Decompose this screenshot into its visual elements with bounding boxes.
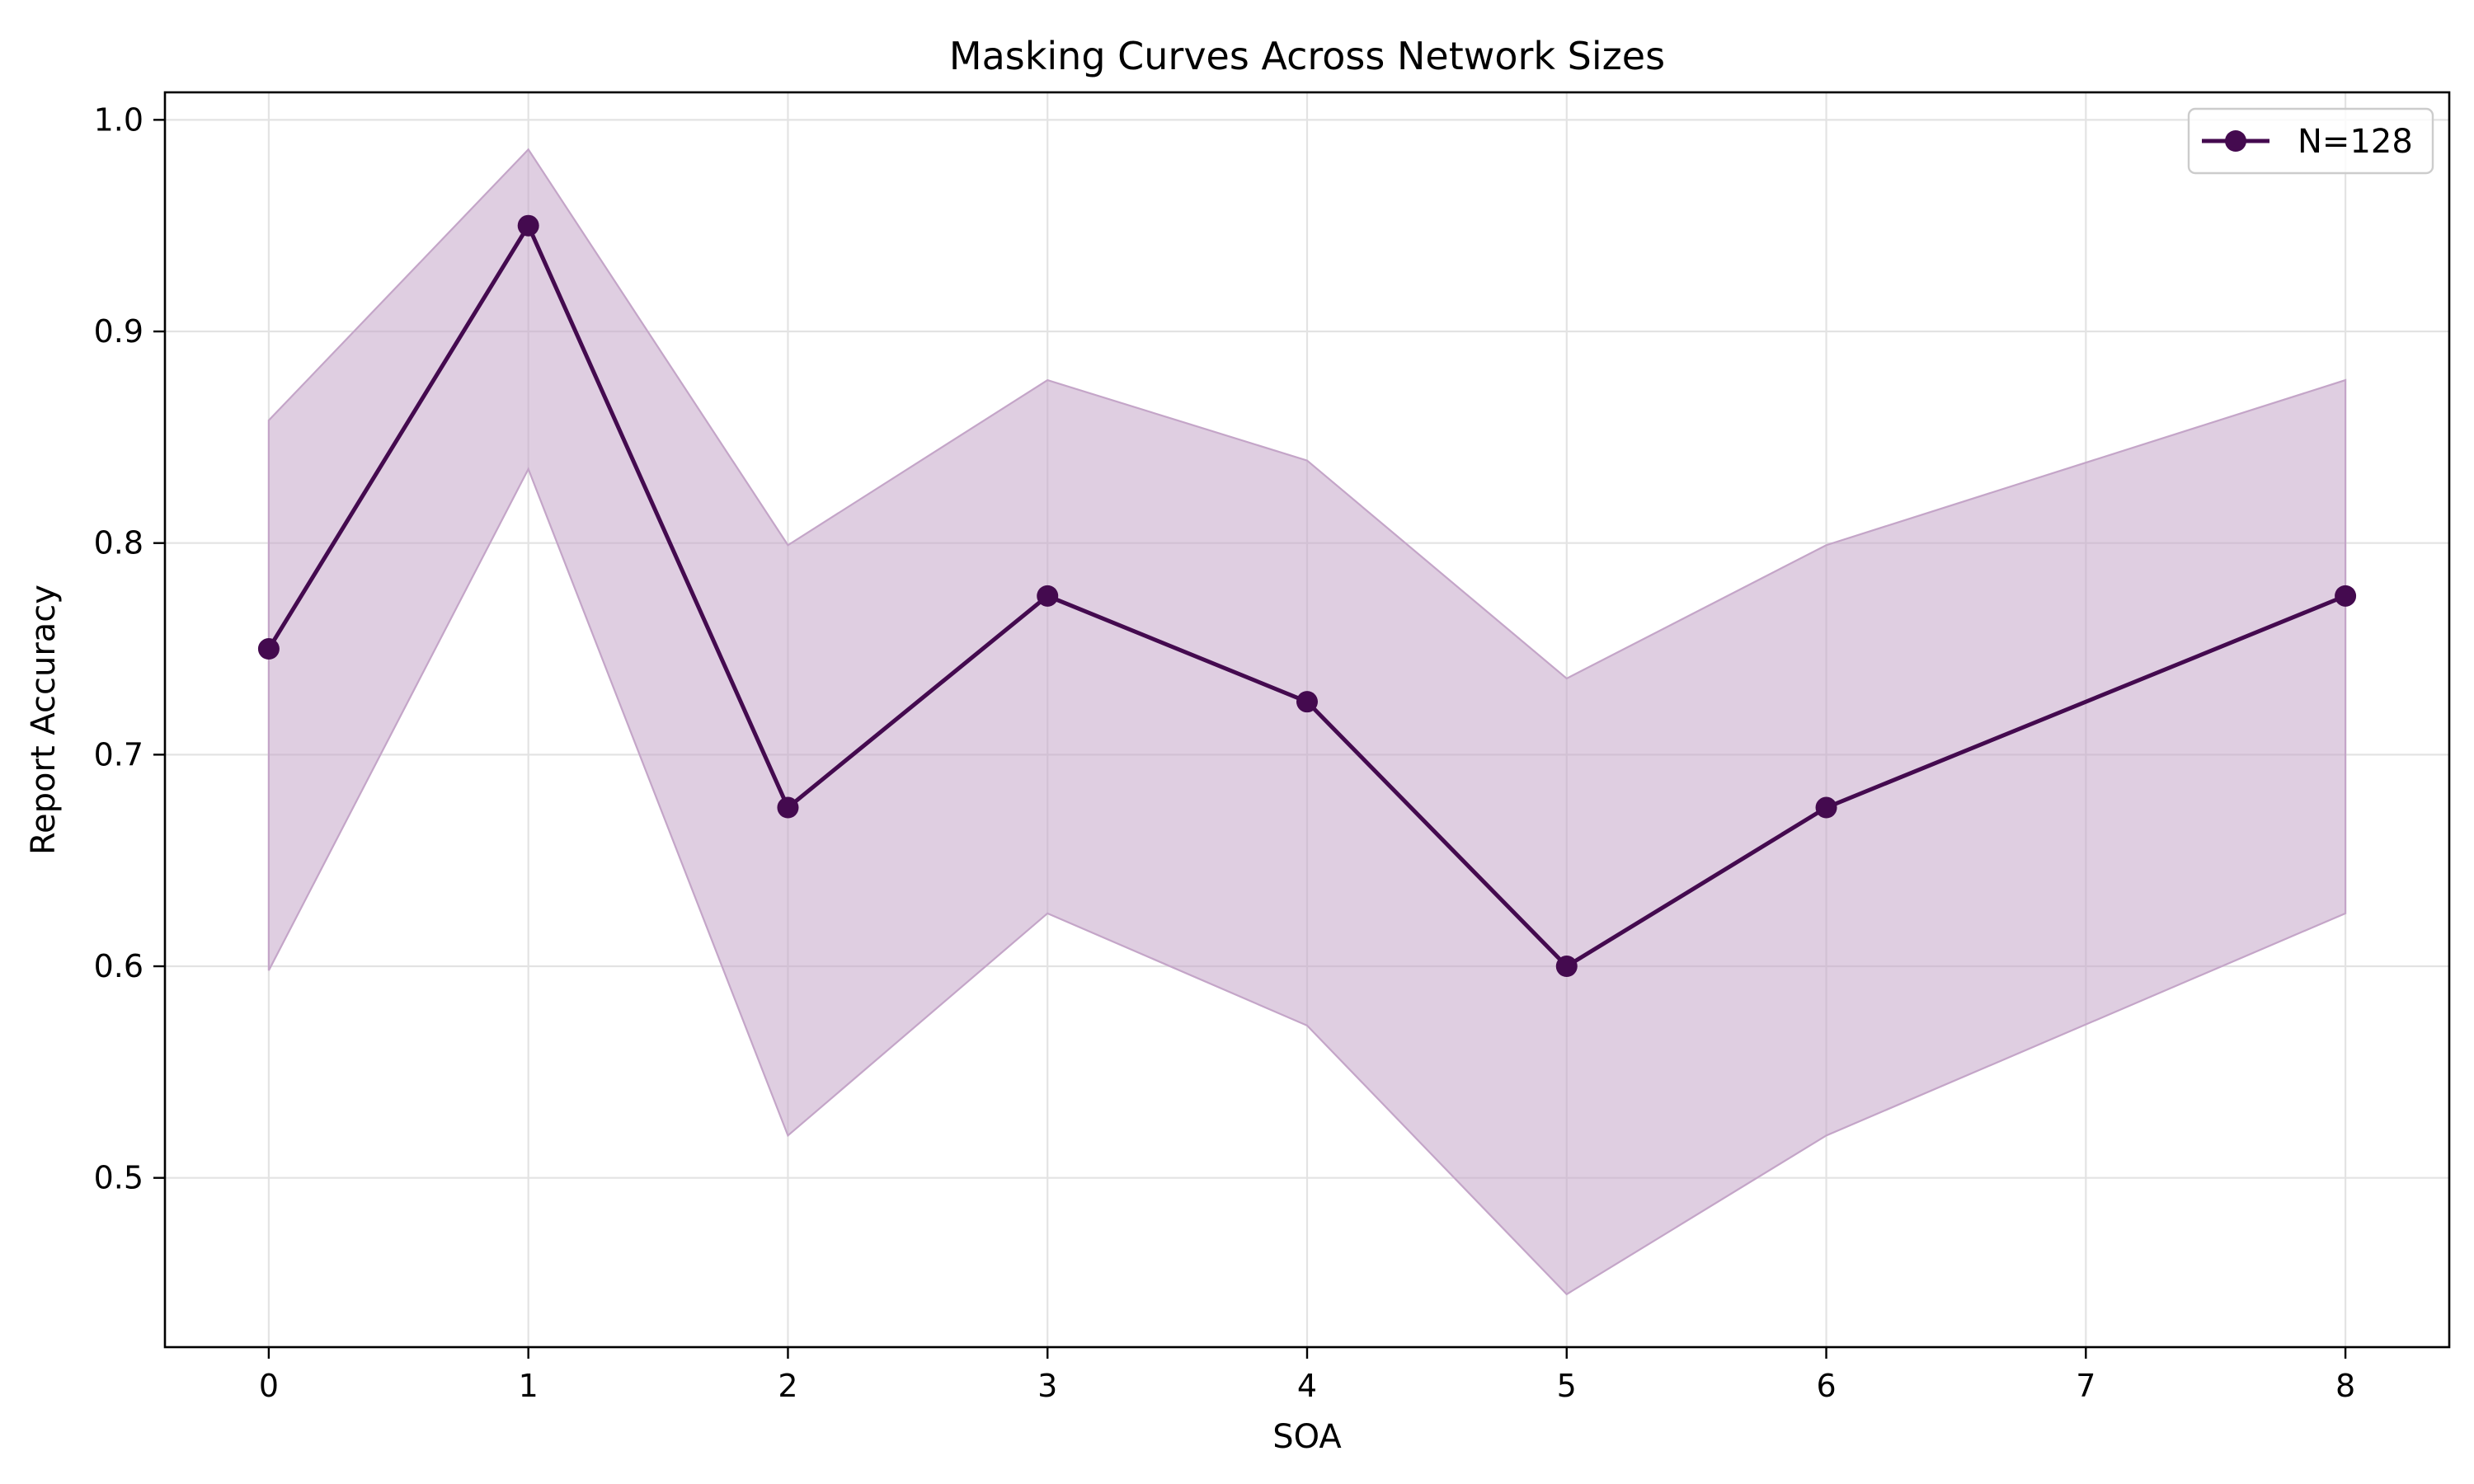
- data-point-0-5: [1555, 956, 1578, 978]
- y-tick-label-4: 0.9: [94, 313, 143, 350]
- data-point-0-1: [517, 214, 539, 237]
- legend-label: N=128: [2298, 123, 2413, 161]
- x-tick-label-1: 1: [519, 1368, 539, 1404]
- data-point-0-3: [1037, 585, 1059, 607]
- data-point-0-4: [1296, 691, 1318, 713]
- x-tick-label-6: 6: [1816, 1368, 1836, 1404]
- data-point-0-6: [1815, 796, 1837, 819]
- x-tick-label-4: 4: [1297, 1368, 1317, 1404]
- x-tick-label-2: 2: [778, 1368, 797, 1404]
- y-tick-label-3: 0.8: [94, 525, 143, 561]
- data-point-0-0: [257, 638, 280, 660]
- data-point-0-7: [2335, 585, 2357, 607]
- series-line-layer: [266, 223, 2348, 969]
- confidence-band-0: [267, 148, 2347, 1296]
- y-tick-label-0: 0.5: [94, 1160, 143, 1196]
- legend-box: [2187, 107, 2434, 175]
- legend: N=128: [2187, 107, 2434, 175]
- y-tick-label-1: 0.6: [94, 948, 143, 984]
- series-marker-layer: [257, 214, 2357, 978]
- series-line-0: [266, 223, 2348, 969]
- data-point-0-2: [777, 796, 799, 819]
- chart-title: Masking Curves Across Network Sizes: [949, 34, 1665, 78]
- x-tick-label-3: 3: [1037, 1368, 1057, 1404]
- x-tick-label-0: 0: [259, 1368, 279, 1404]
- y-tick-label-5: 1.0: [94, 101, 143, 138]
- legend-marker-swatch: [2225, 130, 2246, 152]
- x-axis-label: SOA: [1272, 1418, 1342, 1456]
- x-axis-ticks: 0 1 2 3 4 5 6 7 8: [259, 1347, 2355, 1404]
- x-tick-label-8: 8: [2335, 1368, 2355, 1404]
- y-axis-label: Report Accuracy: [25, 585, 63, 855]
- y-axis-ticks: 0.5 0.6 0.7 0.8 0.9 1.0: [94, 101, 165, 1196]
- y-tick-label-2: 0.7: [94, 736, 143, 773]
- x-tick-label-7: 7: [2076, 1368, 2095, 1404]
- x-tick-label-5: 5: [1557, 1368, 1577, 1404]
- confidence-band-layer: [267, 148, 2347, 1296]
